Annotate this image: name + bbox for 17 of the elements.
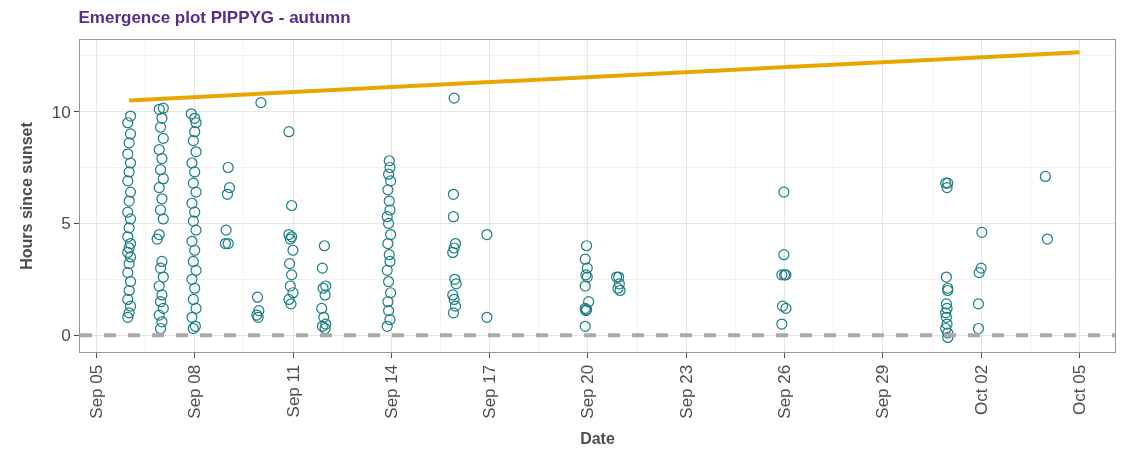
- y-tick-label: 5: [61, 214, 71, 234]
- chart-title: Emergence plot PIPPYG - autumn: [78, 8, 351, 28]
- y-tick-label: 0: [61, 326, 71, 346]
- x-tick-label: Sep 17: [480, 364, 500, 419]
- x-axis-title: Date: [580, 430, 615, 448]
- x-tick-label: Sep 23: [676, 364, 696, 419]
- y-axis-title: Hours since sunset: [17, 121, 35, 270]
- x-tick-label: Sep 14: [381, 364, 401, 419]
- x-tick-label: Sep 20: [578, 364, 598, 419]
- x-tick-label: Sep 11: [283, 364, 303, 418]
- x-tick-label: Sep 05: [86, 364, 106, 419]
- x-tick-label: Sep 08: [185, 364, 205, 419]
- x-tick-label: Sep 26: [775, 364, 795, 419]
- x-tick-label: Sep 29: [873, 364, 893, 419]
- x-tick-label: Oct 05: [1070, 364, 1090, 415]
- y-tick-label: 10: [51, 102, 71, 122]
- x-tick-label: Oct 02: [971, 364, 991, 415]
